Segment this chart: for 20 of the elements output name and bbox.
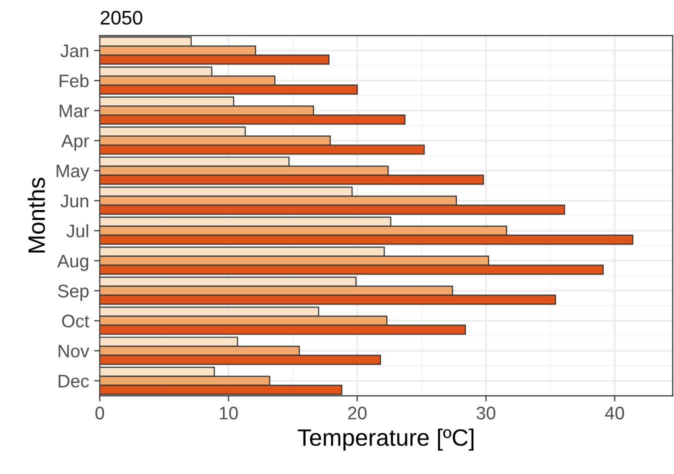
y-axis-title: Months [28, 178, 46, 252]
chart-title: 2050 [100, 10, 142, 25]
y-tick-label: Nov [58, 344, 90, 358]
x-tick-label: 20 [348, 406, 367, 420]
y-tick-label: Aug [57, 254, 88, 271]
y-tick-label: Jul [66, 224, 88, 238]
y-tick-label: Mar [60, 104, 90, 118]
x-axis-title: Temperature [ºC] [298, 428, 474, 451]
x-tick-label: 10 [220, 406, 238, 420]
y-tick-label: Jan [60, 44, 88, 58]
y-tick-label: Jun [60, 194, 88, 208]
y-tick-label: Oct [62, 314, 90, 328]
y-tick-label: May [56, 164, 90, 181]
y-tick-label: Apr [61, 134, 90, 151]
y-tick-label: Feb [60, 74, 89, 88]
y-tick-label: Sep [58, 284, 89, 302]
x-tick-label: 0 [95, 406, 104, 420]
x-tick-label: 40 [605, 406, 624, 420]
x-tick-label: 30 [476, 406, 496, 420]
y-tick-label: Dec [58, 374, 89, 388]
